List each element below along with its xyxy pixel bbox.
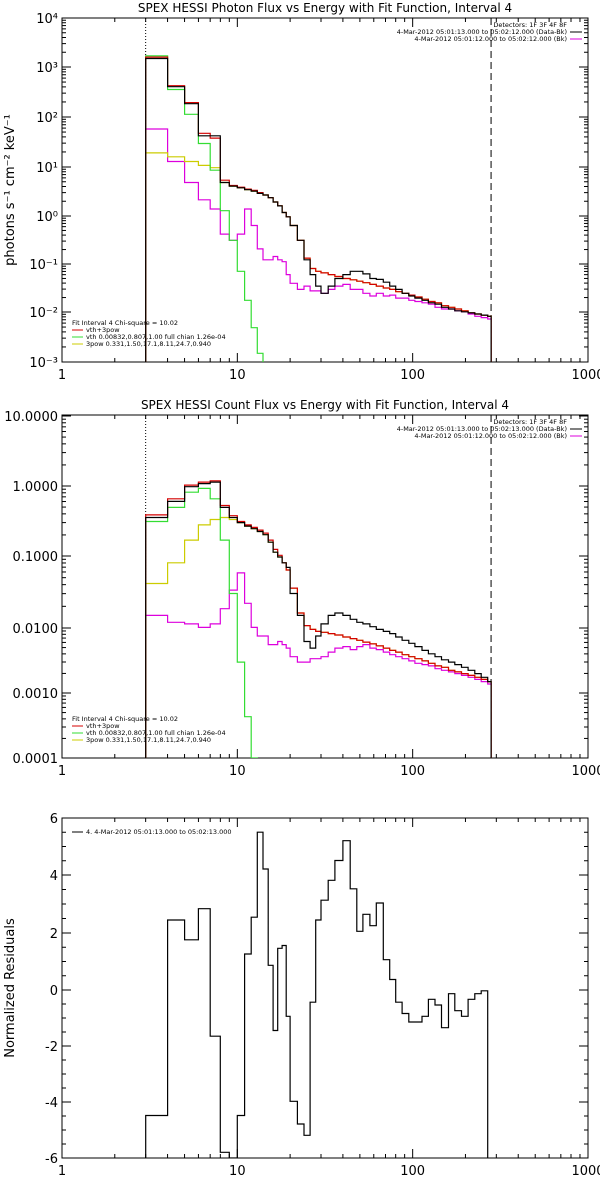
legend-top-right-entry: Detectors: 1F 3F 4F 8F <box>493 21 567 29</box>
legend-top-left-entry: 4. 4-Mar-2012 05:01:13.000 to 05:02:13.0… <box>86 828 232 836</box>
y-tick-label: 10.0000 <box>4 410 58 425</box>
series-group <box>145 55 492 362</box>
legend-top-right-entry: 4-Mar-2012 05:01:12.000 to 05:02:12.000 … <box>414 35 567 43</box>
legend-bottom-left-entry: 3pow 0.331,1.50,17.1,8.11,24.7,0.940 <box>86 736 211 744</box>
series-line-databk <box>145 57 492 362</box>
series-group <box>145 831 489 1158</box>
legend-bottom-left-entry: vth+3pow <box>86 722 120 730</box>
legend-bottom-left-entry: vth 0.00832,0.807,1.00 full chian 1.26e-… <box>86 333 226 341</box>
y-tick-label: 10⁰ <box>36 210 58 225</box>
y-tick-label: 10¹ <box>36 161 58 176</box>
y-tick-label: 0.0010 <box>13 687 59 702</box>
x-tick-label: 1000 <box>571 764 600 779</box>
x-tick-label: 1000 <box>571 368 600 383</box>
legend-bottom-left-entry: Fit Interval 4 Chi-square = 10.02 <box>72 715 178 723</box>
y-tick-label: 10⁻¹ <box>29 258 58 273</box>
chart-title: SPEX HESSI Count Flux vs Energy with Fit… <box>141 398 509 412</box>
series-line-vth <box>145 487 258 758</box>
y-tick-label: 10³ <box>36 61 58 76</box>
legend-bottom-left-entry: Fit Interval 4 Chi-square = 10.02 <box>72 319 178 327</box>
y-tick-label: 10⁻³ <box>29 356 58 371</box>
y-tick-label: 10⁴ <box>36 12 58 27</box>
y-tick-label: -6 <box>45 1152 58 1167</box>
y-tick-label: 4 <box>50 869 58 884</box>
y-tick-label: -4 <box>45 1096 58 1111</box>
x-tick-label: 100 <box>400 1164 425 1179</box>
y-tick-label: 6 <box>50 812 58 827</box>
x-tick-label: 10 <box>229 1164 246 1179</box>
x-tick-label: 1000 <box>571 1164 600 1179</box>
y-tick-label: 2 <box>50 927 58 942</box>
series-line-3pow <box>145 516 492 758</box>
series-line-bk <box>145 572 492 758</box>
x-tick-label: 100 <box>400 764 425 779</box>
series-group <box>145 480 492 758</box>
chart-2: SPEX HESSI Count Flux vs Energy with Fit… <box>4 398 600 779</box>
legend-bottom-left-entry: vth+3pow <box>86 326 120 334</box>
y-axis-label: Normalized Residuals <box>3 918 18 1058</box>
legend-top-right-entry: Detectors: 1F 3F 4F 8F <box>493 418 567 426</box>
legend-bottom-left-entry: 3pow 0.331,1.50,17.1,8.11,24.7,0.940 <box>86 340 211 348</box>
plot-frame <box>61 17 589 363</box>
series-line-vth3pow <box>145 480 492 758</box>
y-tick-label: 0.0100 <box>13 622 59 637</box>
y-tick-label: 10² <box>36 111 58 126</box>
legend-top-right-entry: 4-Mar-2012 05:01:13.000 to 05:02:12.000 … <box>397 28 567 36</box>
y-tick-label: 10⁻² <box>29 306 58 321</box>
series-line-residuals <box>145 831 489 1158</box>
chart-3: 1 10 100 1000 -6 -4 -2 0 2 4 6 Normalized Residuals… <box>3 812 600 1179</box>
chart-title: SPEX HESSI Photon Flux vs Energy with Fi… <box>138 1 512 15</box>
x-tick-label: 1 <box>58 764 66 779</box>
chart-1: SPEX HESSI Photon Flux vs Energy with Fi… <box>3 1 600 383</box>
x-tick-label: 100 <box>400 368 425 383</box>
x-tick-label: 10 <box>229 764 246 779</box>
legend-bottom-left-entry: vth 0.00832,0.807,1.00 full chian 1.26e-… <box>86 729 226 737</box>
x-tick-label: 10 <box>229 368 246 383</box>
y-tick-label: 0 <box>50 984 58 999</box>
series-line-databk <box>145 481 492 758</box>
plot-frame <box>61 414 589 759</box>
legend-top-right-entry: 4-Mar-2012 05:01:13.000 to 05:02:13.000 … <box>397 425 567 433</box>
y-tick-label: 1.0000 <box>13 480 59 495</box>
y-axis-label: photons s⁻¹ cm⁻² keV⁻¹ <box>3 114 18 266</box>
series-line-bk <box>145 128 492 362</box>
series-line-vth <box>145 55 264 362</box>
x-tick-label: 1 <box>58 368 66 383</box>
x-tick-label: 1 <box>58 1164 66 1179</box>
legend-top-right-entry: 4-Mar-2012 05:01:12.000 to 05:02:12.000 … <box>414 432 567 440</box>
plot-frame <box>61 817 589 1159</box>
y-tick-label: 0.1000 <box>13 550 59 565</box>
y-tick-label: -2 <box>45 1040 58 1055</box>
y-tick-label: 0.0001 <box>13 752 59 767</box>
